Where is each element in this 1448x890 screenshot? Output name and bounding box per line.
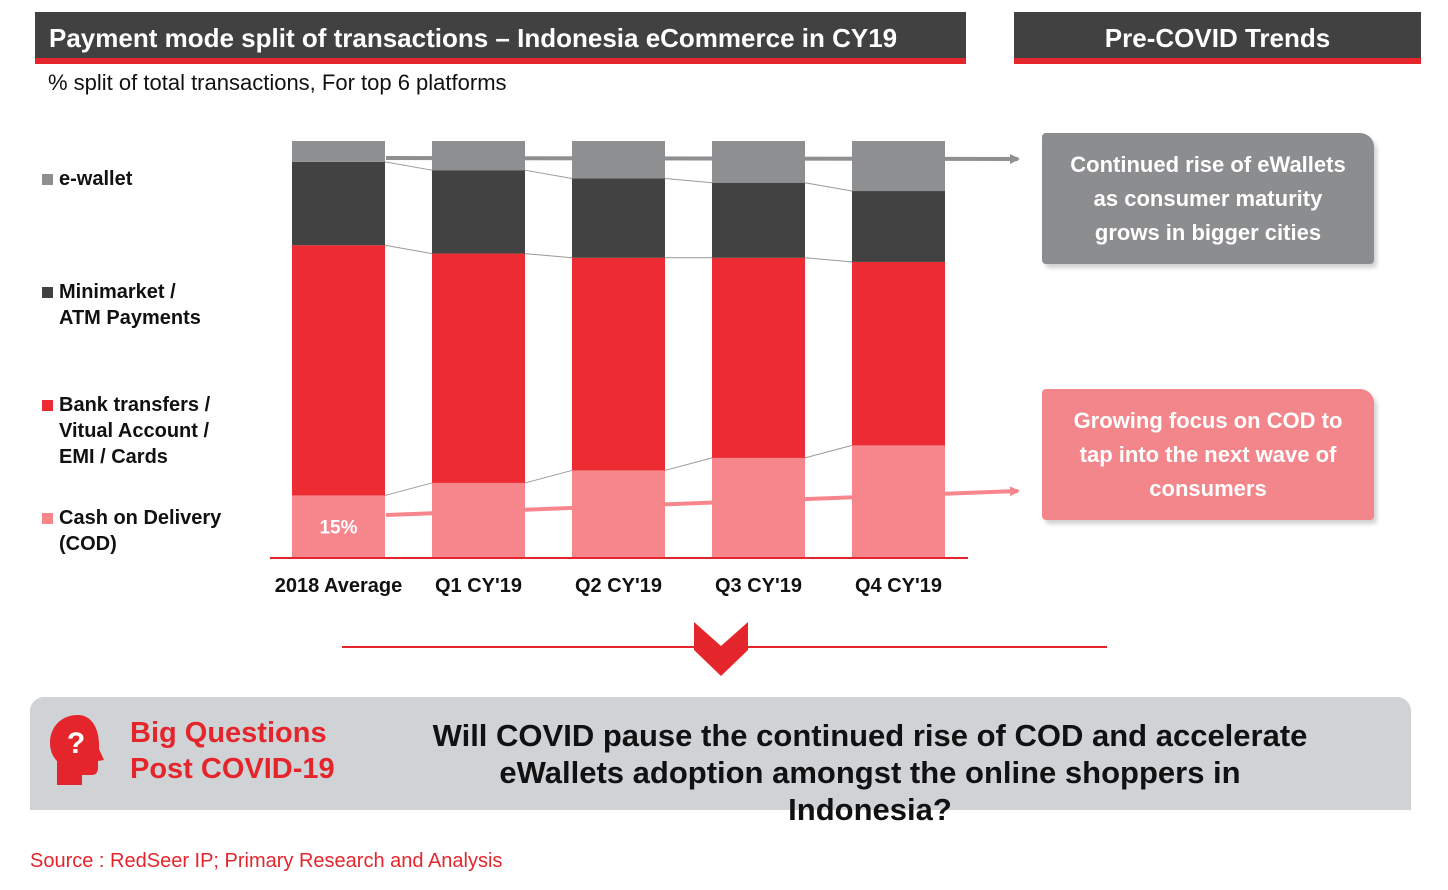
legend-swatch (42, 287, 53, 298)
stack-connector-line (524, 469, 573, 484)
ewallet-trend-callout: Continued rise of eWallets as consumer m… (1042, 133, 1374, 264)
bar-segment-2-0 (292, 161, 385, 246)
x-tick-label: Q3 CY'19 (715, 575, 802, 597)
legend-swatch (42, 513, 53, 524)
big-question-text: Will COVID pause the continued rise of C… (432, 718, 1308, 827)
stack-connector-line (804, 182, 853, 192)
x-tick-label: Q2 CY'19 (575, 575, 662, 597)
bar-segment-2-4 (852, 191, 945, 262)
bar-segment-1-4 (852, 261, 945, 446)
stack-connector-line (664, 457, 713, 471)
stack-connector-line (804, 257, 853, 263)
bar-segment-1-0 (292, 245, 385, 496)
big-questions-panel: ? Big Questions Post COVID-19 Will COVID… (30, 697, 1411, 827)
stack-connector-line (384, 161, 433, 171)
bar-segment-2-1 (432, 170, 525, 254)
bar-segment-3-0 (292, 141, 385, 162)
svg-text:?: ? (67, 727, 85, 760)
head-question-icon: ? (50, 715, 104, 785)
bar-segment-2-3 (712, 182, 805, 258)
legend-swatch (42, 400, 53, 411)
ewallet-trend-arrow (385, 153, 1020, 164)
cod-trend-callout: Growing focus on COD to tap into the nex… (1042, 389, 1374, 520)
x-tick-label: Q1 CY'19 (435, 575, 522, 597)
legend-label: Cash on Delivery (COD) (59, 507, 222, 555)
stack-connector-line (524, 253, 573, 259)
chart-subtitle: % split of total transactions, For top 6… (48, 70, 507, 95)
big-questions-title: Big Questions Post COVID-19 (130, 717, 335, 785)
stack-connector-line (384, 244, 433, 255)
bar-segment-3-3 (712, 141, 805, 183)
chevron-down-icon (694, 622, 748, 676)
chart-title: Payment mode split of transactions – Ind… (35, 12, 966, 64)
legend-swatch (42, 174, 53, 185)
stack-connector-line (804, 444, 853, 459)
x-tick-label: Q4 CY'19 (855, 575, 942, 597)
bar-segment-2-2 (572, 178, 665, 258)
stack-connector-line (384, 482, 433, 496)
bar-segment-0-3 (712, 457, 805, 558)
legend-label: Minimarket / ATM Payments (59, 281, 201, 329)
stacked-bar-chart: 2018 Average Q1 CY'19 Q2 CY'19 Q3 CY'19 Q4 C… (270, 141, 1020, 597)
bar-segment-3-4 (852, 141, 945, 192)
bar-segment-0-0 (292, 495, 385, 558)
stack-connector-line (524, 169, 573, 180)
bar-segment-0-4 (852, 445, 945, 558)
bar-segment-1-2 (572, 257, 665, 471)
trends-title: Pre-COVID Trends (1014, 12, 1421, 64)
source-note: Source : RedSeer IP; Primary Research an… (30, 850, 503, 872)
bar-segment-1-3 (712, 257, 805, 458)
legend-label: Bank transfers / Vitual Account / EMI / … (59, 394, 211, 468)
bar-segment-3-1 (432, 141, 525, 171)
legend-label: e-wallet (59, 168, 133, 190)
bar-segment-0-2 (572, 470, 665, 558)
stack-connector-line (664, 178, 713, 184)
x-tick-label: 2018 Average (275, 575, 403, 597)
bar-segment-0-1 (432, 482, 525, 558)
data-label: 15% (319, 518, 357, 539)
bar-segment-1-1 (432, 253, 525, 483)
cod-trend-arrow (385, 486, 1020, 517)
